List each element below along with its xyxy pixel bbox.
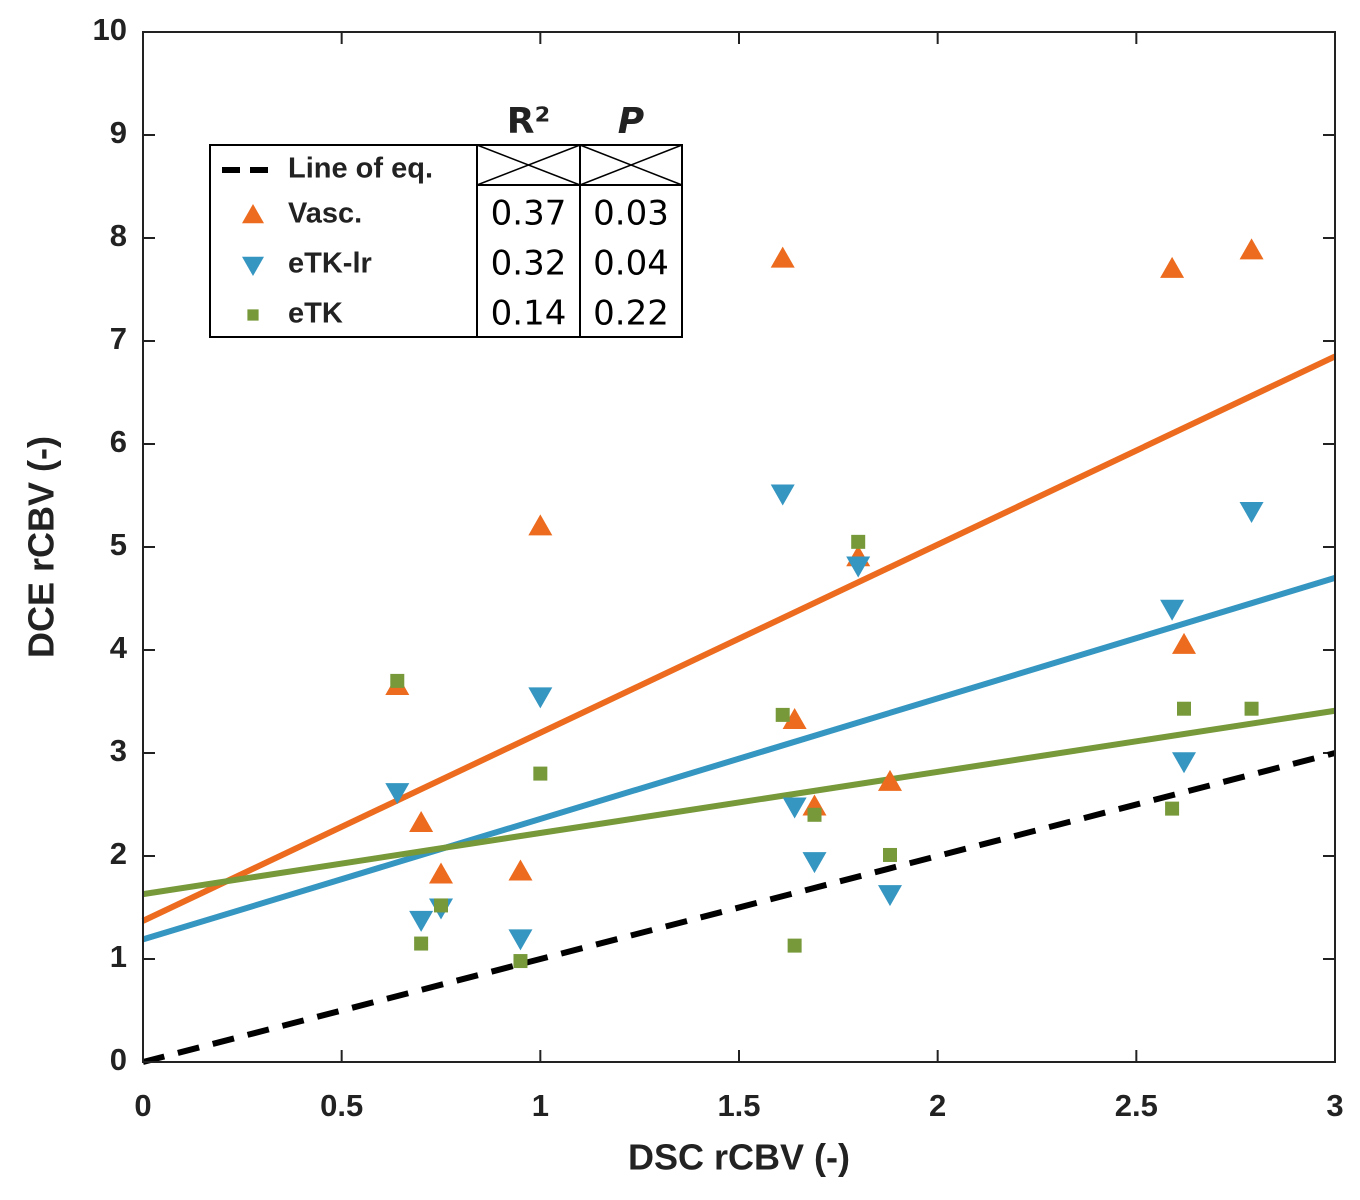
y-tick-label: 4 bbox=[110, 630, 128, 665]
legend-header: R² bbox=[507, 101, 551, 142]
y-tick-label: 0 bbox=[110, 1042, 127, 1077]
point bbox=[802, 852, 827, 874]
point bbox=[1160, 256, 1185, 278]
plot-frame bbox=[142, 31, 1336, 1063]
y-axis-label: DCE rCBV (-) bbox=[21, 436, 62, 658]
r2-value: 0.37 bbox=[491, 194, 567, 234]
legend-label: Line of eq. bbox=[288, 153, 433, 185]
y-tick-label: 3 bbox=[110, 733, 127, 768]
point bbox=[508, 859, 533, 881]
x-tick-label: 0 bbox=[134, 1088, 151, 1123]
point bbox=[846, 556, 871, 578]
point bbox=[1244, 701, 1259, 716]
point bbox=[528, 687, 553, 709]
legend-swatch bbox=[242, 256, 264, 276]
legend-cross bbox=[579, 144, 683, 186]
point bbox=[851, 534, 866, 549]
r2-value: 0.14 bbox=[491, 294, 567, 334]
y-tick-label: 5 bbox=[110, 527, 127, 562]
legend-label: Vasc. bbox=[288, 198, 362, 230]
point bbox=[528, 514, 553, 536]
point bbox=[782, 708, 807, 730]
y-tick-label: 7 bbox=[110, 321, 127, 356]
line bbox=[141, 353, 1337, 924]
point bbox=[1160, 599, 1185, 621]
legend-label: eTK bbox=[288, 298, 343, 330]
point bbox=[770, 246, 795, 268]
y-tick-label: 2 bbox=[110, 836, 127, 871]
point bbox=[414, 936, 429, 951]
line bbox=[142, 575, 1336, 943]
y-tick-label: 6 bbox=[110, 424, 127, 459]
y-tick-label: 1 bbox=[110, 939, 127, 974]
point bbox=[1172, 632, 1197, 654]
point bbox=[775, 707, 790, 722]
p-value: 0.04 bbox=[593, 244, 669, 284]
legend-swatch bbox=[242, 204, 264, 224]
point bbox=[390, 673, 405, 688]
x-tick-label: 1 bbox=[532, 1088, 549, 1123]
x-tick-label: 2.5 bbox=[1115, 1088, 1158, 1123]
line bbox=[142, 707, 1336, 898]
y-tick-label: 8 bbox=[110, 218, 127, 253]
point bbox=[409, 910, 434, 932]
legend bbox=[209, 144, 683, 338]
y-tick-label: 9 bbox=[110, 115, 127, 150]
p-value: 0.03 bbox=[593, 194, 669, 234]
point bbox=[385, 783, 410, 805]
point bbox=[508, 929, 533, 951]
x-tick-label: 3 bbox=[1326, 1088, 1343, 1123]
point bbox=[1165, 801, 1180, 816]
point bbox=[409, 811, 434, 833]
point bbox=[882, 847, 897, 862]
x-axis-label: DSC rCBV (-) bbox=[628, 1137, 850, 1178]
point bbox=[1239, 501, 1264, 523]
point bbox=[877, 885, 902, 907]
x-tick-label: 2 bbox=[929, 1088, 946, 1123]
point bbox=[877, 769, 902, 791]
point bbox=[787, 938, 802, 953]
legend-header: P bbox=[618, 101, 644, 142]
y-tick-label: 10 bbox=[93, 12, 127, 47]
x-tick-label: 1.5 bbox=[717, 1088, 760, 1123]
point bbox=[533, 766, 548, 781]
point bbox=[1239, 238, 1264, 260]
point bbox=[770, 484, 795, 506]
point bbox=[429, 862, 453, 884]
point bbox=[807, 807, 822, 822]
legend-cross bbox=[476, 144, 581, 186]
line bbox=[142, 750, 1336, 1065]
x-tick-label: 0.5 bbox=[320, 1088, 363, 1123]
r2-value: 0.32 bbox=[491, 244, 567, 284]
legend-label: eTK-lr bbox=[288, 248, 372, 280]
p-value: 0.22 bbox=[593, 294, 669, 334]
point bbox=[1177, 701, 1192, 716]
legend-swatch bbox=[247, 309, 259, 321]
point bbox=[434, 898, 448, 913]
point bbox=[782, 797, 807, 819]
point bbox=[1172, 752, 1197, 774]
point bbox=[513, 954, 528, 969]
